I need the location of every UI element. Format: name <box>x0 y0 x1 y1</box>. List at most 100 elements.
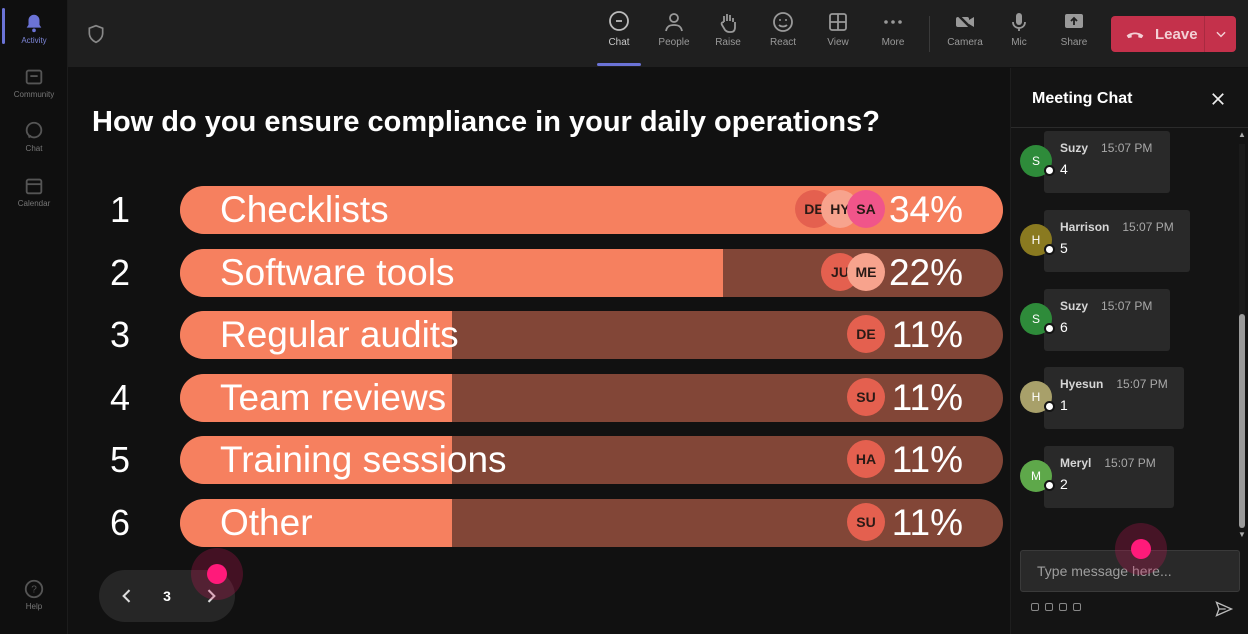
meeting-chat-panel: Meeting Chat Suzy 15:07 PM 4 S Harrison 15:07… <box>1010 68 1248 634</box>
toolbar-people-button[interactable]: People <box>648 10 700 62</box>
scroll-down-icon[interactable]: ▼ <box>1238 530 1246 539</box>
toolbar-chat-button[interactable]: Chat <box>593 10 645 62</box>
shield-icon[interactable] <box>86 24 106 44</box>
people-icon <box>665 13 683 32</box>
chat-message: Meryl 15:07 PM 2 M <box>1011 446 1211 510</box>
poll-option-fill <box>180 249 724 297</box>
scroll-thumb[interactable] <box>1239 314 1245 528</box>
rail-label: Help <box>25 602 43 611</box>
message-text: 5 <box>1060 240 1068 256</box>
toolbar-label: People <box>658 37 690 48</box>
poll-option-number: 2 <box>109 252 131 293</box>
calendar-icon <box>25 178 43 195</box>
hand-icon <box>720 14 736 33</box>
toolbar-view-button[interactable]: View <box>812 10 864 62</box>
rail-label: Activity <box>21 36 47 45</box>
toolbar-raise-button[interactable]: Raise <box>702 10 754 62</box>
voter-avatar: SU <box>847 378 885 416</box>
poll-option-number: 4 <box>109 377 131 418</box>
message-time: 15:07 PM <box>1101 141 1153 155</box>
mic-icon <box>1012 13 1026 31</box>
rail-item-chat[interactable]: Chat <box>0 120 68 153</box>
message-time: 15:07 PM <box>1104 456 1156 470</box>
smiley-icon <box>773 12 793 32</box>
poll-option-bar[interactable]: Software tools ME JU 22% <box>180 249 1003 297</box>
presence-status-icon <box>1044 323 1055 334</box>
app-rail: Activity Community Chat Calendar ? Help <box>0 0 68 634</box>
chat-message-header: Suzy 15:07 PM <box>1060 141 1154 155</box>
send-icon[interactable] <box>1214 599 1234 619</box>
rail-item-community[interactable]: Community <box>0 66 68 99</box>
chat-message-bubble[interactable]: Meryl 15:07 PM 2 <box>1044 446 1174 508</box>
scroll-up-icon[interactable]: ▲ <box>1238 130 1246 139</box>
poll-option-bar[interactable]: Checklists SA HY DE 34% <box>180 186 1003 234</box>
presence-status-icon <box>1044 165 1055 176</box>
chat-message-bubble[interactable]: Hyesun 15:07 PM 1 <box>1044 367 1184 429</box>
grid-icon <box>829 13 847 31</box>
chevron-right-icon[interactable] <box>201 586 221 606</box>
toolbar-react-button[interactable]: React <box>757 10 809 62</box>
chat-message-input[interactable] <box>1020 550 1240 592</box>
chat-format-tools <box>1031 603 1081 611</box>
toolbar-share-button[interactable]: Share <box>1048 10 1100 62</box>
message-text: 4 <box>1060 161 1068 177</box>
sender-name: Suzy <box>1060 299 1089 313</box>
message-time: 15:07 PM <box>1122 220 1174 234</box>
chat-divider <box>1011 127 1248 128</box>
toolbar-camera-button[interactable]: Camera <box>939 10 991 62</box>
message-time: 15:07 PM <box>1101 299 1153 313</box>
chat-scrollbar[interactable]: ▲ ▼ <box>1237 130 1247 542</box>
rail-item-help[interactable]: ? Help <box>0 578 68 611</box>
rail-label: Community <box>13 90 55 99</box>
poll-question: How do you ensure compliance in your dai… <box>92 106 880 138</box>
leave-options-button[interactable] <box>1205 27 1236 41</box>
rail-item-calendar[interactable]: Calendar <box>0 175 68 208</box>
voter-avatar: SU <box>847 503 885 541</box>
presence-status-icon <box>1044 480 1055 491</box>
poll-option-percent: 22% <box>888 252 963 293</box>
chat-message: Suzy 15:07 PM 6 S <box>1011 289 1211 353</box>
click-indicator <box>1115 523 1167 575</box>
chat-message: Suzy 15:07 PM 4 S <box>1011 131 1211 195</box>
chat-message-bubble[interactable]: Harrison 15:07 PM 5 <box>1044 210 1190 272</box>
rail-active-indicator <box>2 8 5 44</box>
chevron-left-icon[interactable] <box>117 586 137 606</box>
poll-option-bar[interactable]: Team reviews SU 11% <box>180 374 1003 422</box>
poll-option-bar[interactable]: Regular audits DE 11% <box>180 311 1003 359</box>
voter-avatar: ME <box>847 253 885 291</box>
poll-option-voters: DE <box>847 315 885 355</box>
sender-name: Suzy <box>1060 141 1089 155</box>
toolbar-more-button[interactable]: More <box>867 10 919 62</box>
toolbar-label: Share <box>1060 37 1088 48</box>
poll-option-percent: 34% <box>888 189 963 230</box>
rail-label: Chat <box>25 144 43 153</box>
toolbar-mic-button[interactable]: Mic <box>993 10 1045 62</box>
chat-message-bubble[interactable]: Suzy 15:07 PM 4 <box>1044 131 1170 193</box>
poll-option-voters: HA <box>847 440 885 480</box>
community-icon <box>25 69 43 85</box>
leave-main[interactable]: Leave <box>1111 16 1204 52</box>
poll-option-bar[interactable]: Other SU 11% <box>180 499 1003 547</box>
poll-option-row: 2 Software tools ME JU 22% <box>96 249 1006 297</box>
format-icon[interactable] <box>1031 603 1039 611</box>
chat-message-header: Suzy 15:07 PM <box>1060 299 1154 313</box>
rail-item-activity[interactable]: Activity <box>0 12 68 45</box>
attach-icon[interactable] <box>1045 603 1053 611</box>
close-icon[interactable] <box>1209 90 1227 108</box>
chat-message-header: Meryl 15:07 PM <box>1060 456 1158 470</box>
poll-stage: How do you ensure compliance in your dai… <box>68 68 1010 634</box>
gif-icon[interactable] <box>1073 603 1081 611</box>
poll-option-label: Training sessions <box>220 439 507 480</box>
poll-option-fill <box>180 374 452 422</box>
camera-off-icon <box>955 12 975 32</box>
leave-label: Leave <box>1155 25 1198 43</box>
poll-option-voters: SU <box>847 378 885 418</box>
emoji-icon[interactable] <box>1059 603 1067 611</box>
poll-option-number: 1 <box>109 189 131 230</box>
leave-button[interactable]: Leave <box>1111 16 1236 52</box>
chat-message-bubble[interactable]: Suzy 15:07 PM 6 <box>1044 289 1170 351</box>
toolbar-label: More <box>881 37 905 48</box>
poll-option-bar[interactable]: Training sessions HA 11% <box>180 436 1003 484</box>
poll-option-voters: SA HY DE <box>795 190 885 230</box>
poll-option-row: 5 Training sessions HA 11% <box>96 436 1006 484</box>
